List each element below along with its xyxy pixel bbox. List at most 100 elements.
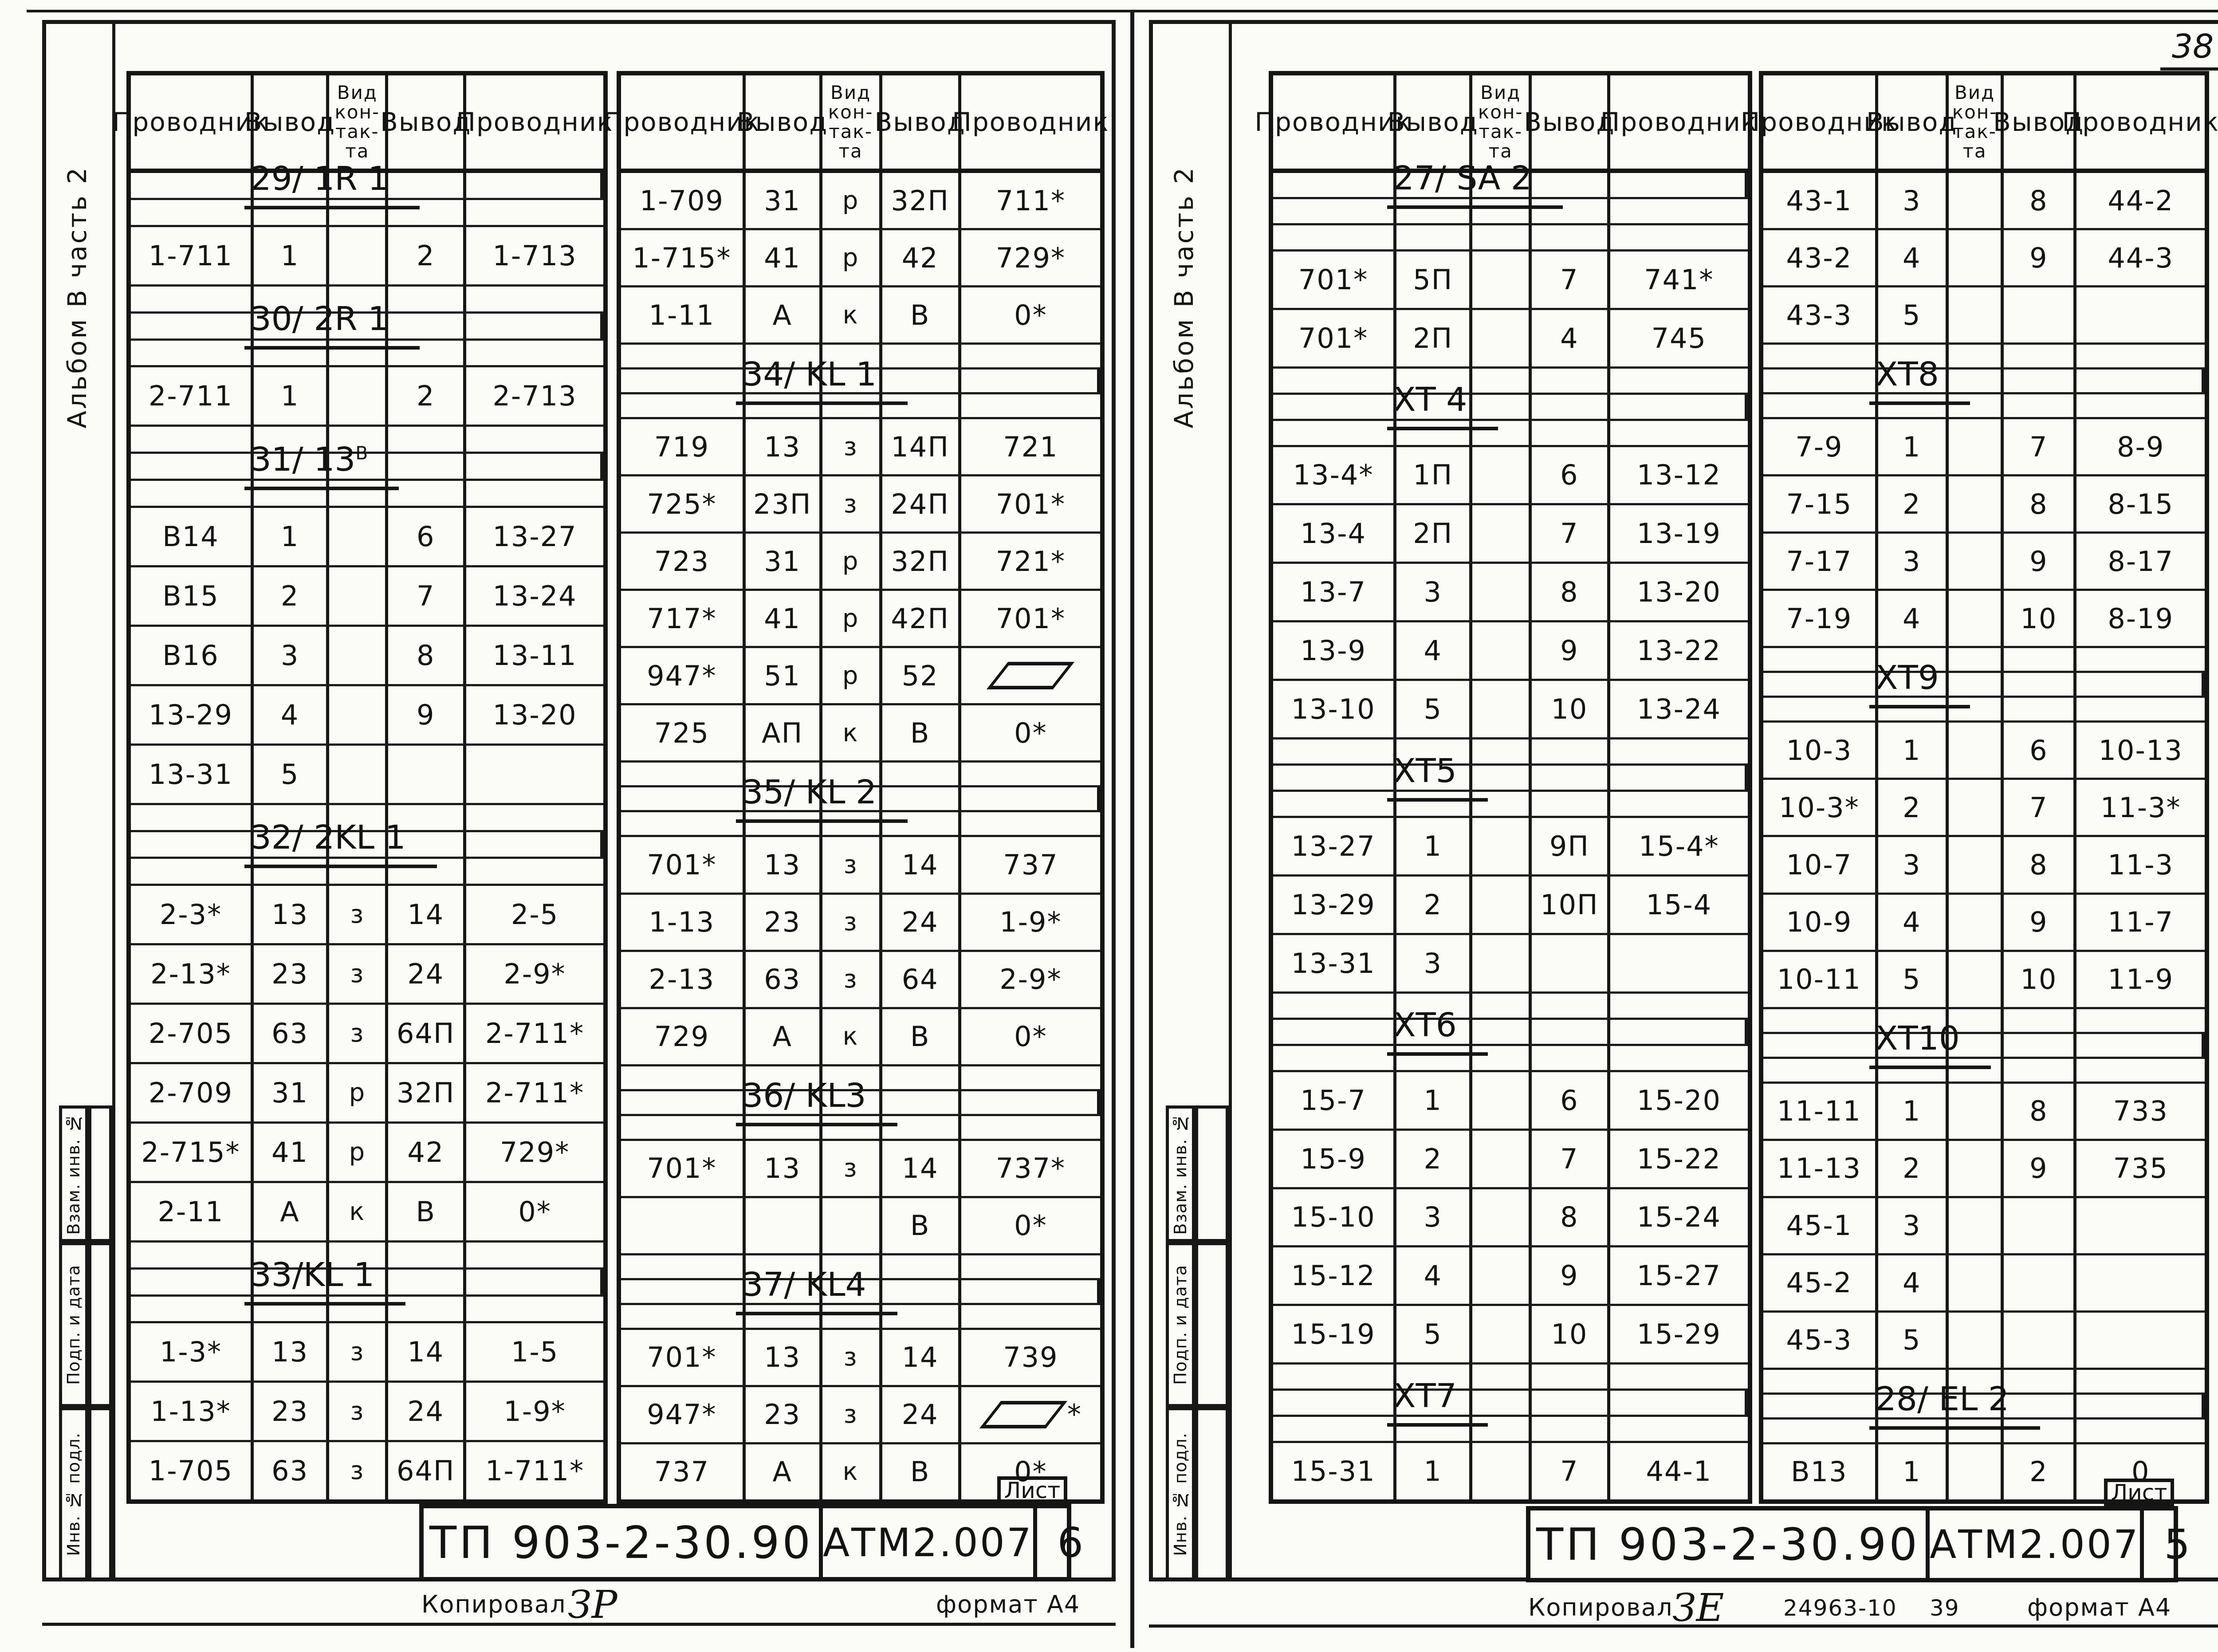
table-cell: 15-29: [1636, 1318, 1721, 1351]
table-cell: [1472, 1189, 1532, 1246]
table-cell: [329, 567, 389, 625]
table-cell: 8: [2004, 1083, 2077, 1139]
table-cell: з: [329, 1383, 389, 1440]
table-cell: к: [822, 705, 882, 761]
table-cell: 745: [1651, 322, 1707, 354]
table-cell: 5П: [1396, 251, 1473, 308]
table-cell: [1763, 1009, 1878, 1032]
table-cell: [822, 787, 882, 810]
format-label: формат А4: [2027, 1593, 2172, 1621]
table-cell: [2004, 673, 2077, 696]
table-cell: [388, 427, 467, 452]
table-cell: 13: [254, 886, 330, 944]
group-header: ХТ9: [1869, 659, 1970, 708]
group-row: 33/KL 1: [131, 1256, 603, 1306]
top-edge-line: [27, 10, 2218, 12]
table-cell: [131, 427, 254, 452]
table-cell: [1949, 345, 2004, 368]
table-cell: [1610, 792, 1748, 816]
table-cell: [2076, 1420, 2205, 1442]
table-cell: 2-709: [131, 1064, 254, 1121]
table-cell: [388, 286, 467, 311]
table-row: 13-29 4 9 13-20: [131, 686, 603, 746]
table-cell: [2076, 698, 2205, 720]
spacer-row: [1763, 394, 2205, 420]
table-cell: 8-15: [2108, 488, 2174, 520]
table-cell: [388, 745, 467, 803]
spacer-row: [1273, 993, 1748, 1020]
stamp-vzam-inv: Взам. инв. №: [1166, 1105, 1195, 1242]
table-cell: 13-31: [131, 745, 254, 803]
table-cell: 1-11: [621, 287, 746, 343]
table-row: 2-709 31 р 32П 2-711*: [131, 1064, 603, 1124]
table-cell: з: [822, 837, 882, 893]
table-cell: [254, 173, 330, 198]
table-cell: 725: [621, 705, 746, 761]
table-cell: А: [254, 1183, 330, 1240]
table-cell: [1949, 591, 2004, 646]
group-header: 34/ KL 1: [736, 355, 908, 405]
table-cell: [746, 1116, 822, 1139]
table-cell: 1-709: [621, 173, 746, 228]
table-cell: 11-7: [2108, 906, 2174, 939]
table-cell: 43-2: [1763, 230, 1878, 286]
table-cell: 10П: [1532, 876, 1610, 933]
table-cell: [1763, 1394, 1878, 1417]
table-cell: [1472, 993, 1532, 1018]
table-row: 2-705 63 з 64П 2-711*: [131, 1005, 603, 1065]
spacer-row: [621, 394, 1100, 420]
table-cell: 13-4*: [1273, 447, 1397, 503]
table-cell: 1: [254, 367, 330, 425]
table-cell: В: [882, 705, 961, 761]
table-cell: 14: [882, 1329, 961, 1385]
table-row: 725 АП к В 0*: [621, 705, 1100, 763]
table-cell: 4: [1878, 894, 1949, 950]
table-cell: [1472, 792, 1532, 816]
table-cell: [961, 1066, 1100, 1089]
table-cell: з: [822, 952, 882, 1007]
table-cell: 63: [746, 952, 822, 1007]
table-cell: [1472, 1417, 1532, 1441]
table-cell: [1273, 368, 1397, 393]
project-code: ТП 903-2-30.90: [424, 1508, 823, 1577]
column-header: Вывод: [737, 75, 827, 169]
column-header: Вывод: [380, 75, 470, 169]
table-cell: [1273, 1417, 1397, 1441]
table-cell: 1-715*: [621, 230, 746, 286]
table-cell: 24: [882, 894, 961, 950]
table-cell: [1532, 225, 1610, 249]
table-cell: [466, 427, 603, 452]
group-header: 37/ KL4: [736, 1266, 897, 1316]
table-cell: з: [822, 1387, 882, 1442]
table-cell: [388, 1269, 467, 1294]
table-cell: 4: [1878, 230, 1949, 286]
table-cell: [1949, 673, 2004, 696]
table-cell: [2004, 1394, 2077, 1417]
table-cell: [1763, 1369, 1878, 1392]
table-cell: [1763, 1058, 1878, 1082]
table-cell: В15: [131, 567, 254, 625]
table-cell: [329, 1296, 389, 1322]
table-cell: 2-711: [131, 367, 254, 425]
table-cell: 7: [2004, 419, 2077, 475]
table-cell: [822, 1198, 882, 1253]
table-cell: [1396, 394, 1473, 419]
table-cell: [1610, 1391, 1748, 1415]
group-row: 35/ KL 2: [621, 773, 1100, 823]
table-row: 43-2 4 9 44-3: [1763, 230, 2205, 288]
table-row: В14 1 6 13-27: [131, 508, 603, 567]
table-cell: 1-711: [131, 227, 254, 284]
table-cell: 10-3: [1763, 723, 1878, 778]
table-cell: [1472, 421, 1532, 445]
table-cell: 739: [1003, 1341, 1058, 1374]
table-cell: 23П: [746, 476, 822, 532]
table-cell: [388, 313, 467, 338]
table-cell: 1: [254, 508, 330, 565]
table-cell: 7: [1532, 1443, 1610, 1500]
table-cell: 15-20: [1636, 1084, 1721, 1117]
table-cell: [882, 787, 961, 810]
table-cell: 3: [1396, 564, 1473, 621]
table-cell: [254, 805, 330, 830]
table-cell: [1472, 1391, 1532, 1415]
sheet-number: 5: [2164, 1520, 2190, 1568]
